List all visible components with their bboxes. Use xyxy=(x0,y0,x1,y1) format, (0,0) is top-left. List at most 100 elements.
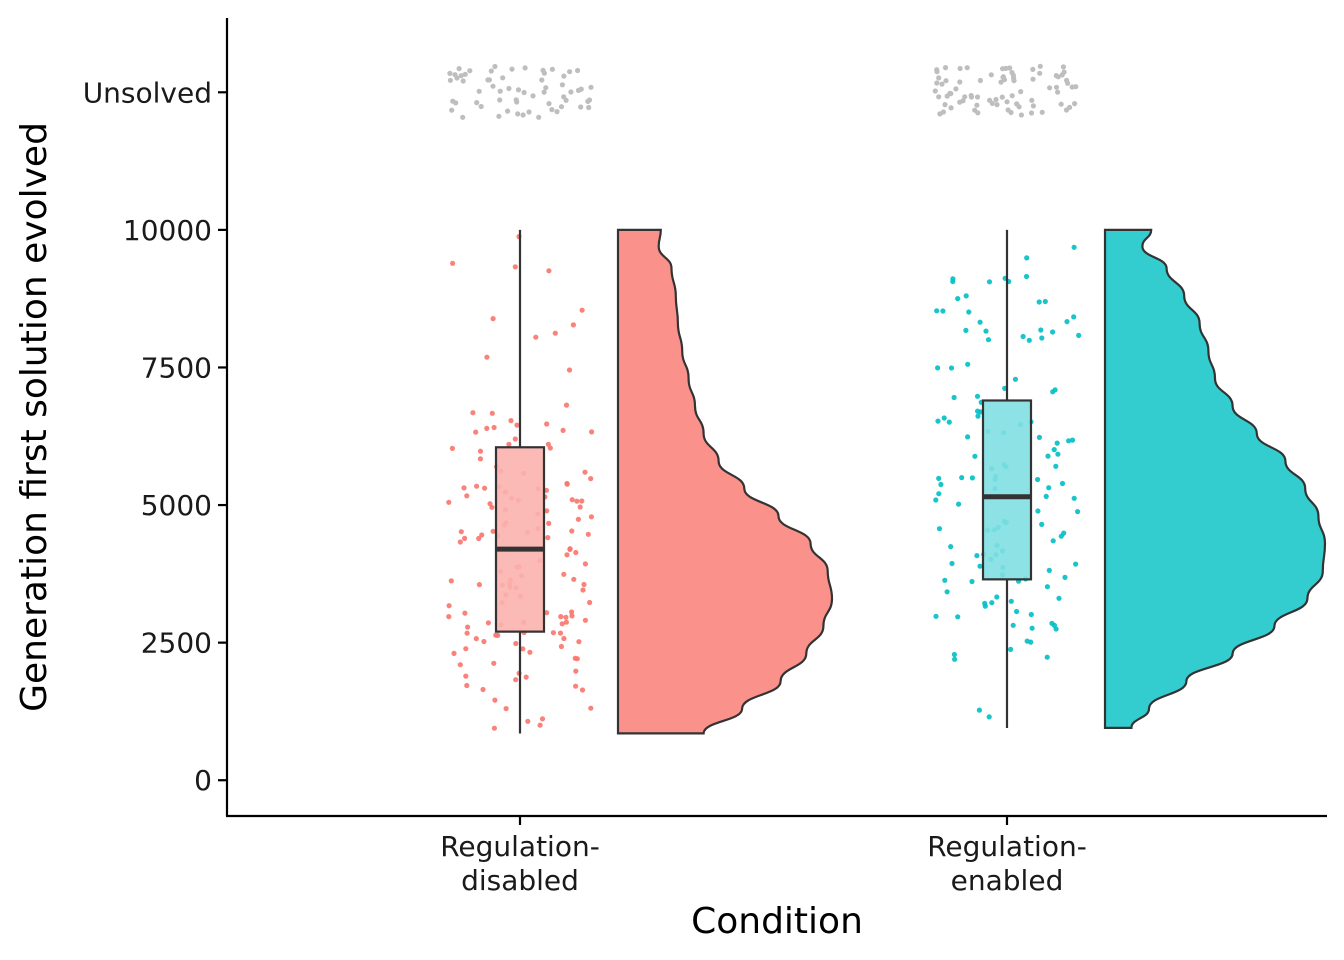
data-point xyxy=(558,643,565,650)
data-point xyxy=(503,706,509,712)
violin-half xyxy=(1103,228,1327,729)
unsolved-point xyxy=(496,113,502,119)
unsolved-point xyxy=(1028,110,1035,116)
data-point xyxy=(544,421,550,427)
unsolved-point xyxy=(467,68,473,74)
data-point xyxy=(462,610,468,616)
data-point xyxy=(457,539,463,545)
data-point xyxy=(1035,476,1041,483)
data-point xyxy=(986,714,992,720)
data-point xyxy=(490,528,496,534)
data-point xyxy=(569,528,575,534)
unsolved-point xyxy=(943,78,949,84)
unsolved-point xyxy=(1007,65,1013,71)
data-point xyxy=(463,646,469,652)
data-point xyxy=(575,516,582,522)
data-point xyxy=(975,408,981,414)
data-point xyxy=(1039,335,1045,341)
unsolved-point xyxy=(999,94,1005,100)
data-point xyxy=(533,334,539,340)
unsolved-point xyxy=(1053,84,1060,90)
unsolved-point xyxy=(540,67,546,73)
data-point xyxy=(582,561,589,567)
unsolved-point xyxy=(546,101,552,107)
x-tick-label: enabled xyxy=(951,864,1064,897)
data-point xyxy=(487,501,493,507)
data-point xyxy=(564,480,570,487)
data-point xyxy=(1071,495,1077,501)
unsolved-point xyxy=(543,85,549,91)
data-point xyxy=(580,587,586,593)
data-point xyxy=(1064,319,1070,325)
unsolved-point xyxy=(490,83,496,89)
data-point xyxy=(1036,299,1042,305)
data-point xyxy=(514,422,520,428)
data-point xyxy=(495,632,501,639)
unsolved-point xyxy=(492,63,498,70)
unsolved-point xyxy=(522,65,528,71)
unsolved-point xyxy=(588,84,594,90)
data-point xyxy=(512,264,518,270)
unsolved-point xyxy=(554,109,560,115)
data-point xyxy=(582,469,588,475)
data-point xyxy=(933,613,939,619)
data-point xyxy=(1028,611,1034,618)
data-point xyxy=(1076,332,1082,338)
data-point xyxy=(477,448,484,454)
data-point xyxy=(563,619,570,625)
data-point xyxy=(561,571,567,577)
unsolved-point xyxy=(1039,109,1045,115)
data-point xyxy=(481,638,487,645)
unsolved-point xyxy=(975,110,981,116)
unsolved-point xyxy=(1061,69,1067,75)
data-point xyxy=(1010,622,1016,628)
unsolved-point xyxy=(1030,103,1036,109)
data-point xyxy=(525,718,531,724)
data-point xyxy=(1026,337,1032,343)
unsolved-point xyxy=(578,86,584,92)
unsolved-point xyxy=(1000,66,1006,72)
data-point xyxy=(948,544,954,550)
data-point xyxy=(1066,438,1072,444)
data-point xyxy=(989,600,995,606)
data-point xyxy=(579,687,586,693)
x-tick-label: Regulation- xyxy=(927,830,1087,863)
data-point xyxy=(936,475,942,481)
data-point xyxy=(546,520,552,527)
data-point xyxy=(464,493,470,499)
unsolved-point xyxy=(974,94,981,100)
unsolved-point xyxy=(449,107,455,113)
data-point xyxy=(1071,244,1077,250)
data-point xyxy=(581,581,587,588)
unsolved-point xyxy=(940,109,947,115)
data-point xyxy=(963,327,969,333)
unsolved-point xyxy=(586,97,593,103)
data-point xyxy=(974,553,980,559)
data-point xyxy=(449,445,455,451)
data-point xyxy=(545,535,551,541)
data-point xyxy=(560,427,566,433)
data-point xyxy=(557,630,564,636)
unsolved-point xyxy=(1004,99,1010,105)
unsolved-point xyxy=(994,102,1000,108)
data-point xyxy=(470,410,476,416)
data-point xyxy=(936,526,943,532)
x-axis-title: Condition xyxy=(691,901,863,942)
unsolved-point xyxy=(948,105,954,111)
data-point xyxy=(473,429,479,435)
unsolved-point xyxy=(476,88,482,94)
data-point xyxy=(527,649,533,655)
data-point xyxy=(461,485,467,491)
unsolved-point xyxy=(944,93,950,99)
data-point xyxy=(1056,595,1062,601)
data-point xyxy=(473,636,479,642)
unsolved-point xyxy=(953,86,959,92)
data-point xyxy=(577,504,583,510)
data-point xyxy=(574,498,580,504)
data-point xyxy=(474,483,480,489)
data-point xyxy=(588,705,594,711)
data-point xyxy=(576,639,582,645)
data-point xyxy=(1071,314,1077,320)
unsolved-point xyxy=(563,97,569,103)
data-point xyxy=(1075,509,1081,515)
